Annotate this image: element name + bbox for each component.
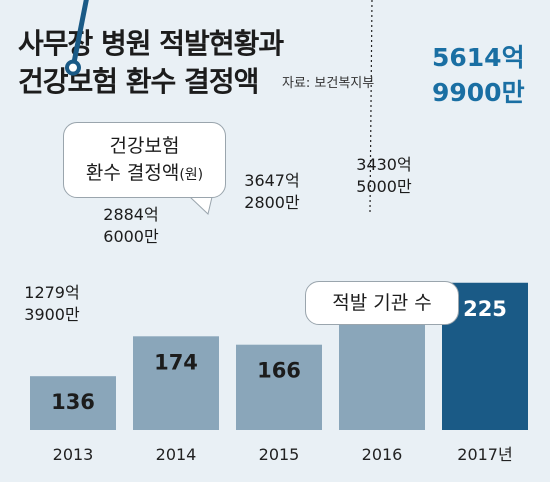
line-value-label: 3900만: [24, 305, 80, 324]
callout-pointer: [188, 196, 213, 215]
x-tick-label: 2017년: [457, 445, 512, 464]
line-series-name: 건강보험: [109, 135, 180, 157]
bar-value-label: 174: [154, 350, 198, 374]
line-value-label: 1279억: [24, 283, 79, 302]
bar-2015: [236, 344, 322, 430]
bar-value-label: 225: [463, 297, 507, 321]
chart-title-line-1: 사무장 병원 적발현황과: [18, 27, 284, 60]
line-series-unit: (원): [179, 167, 204, 183]
x-tick-label: 2014: [156, 445, 197, 464]
latest-value-line-1: 5614억: [432, 43, 525, 72]
source-note: 자료: 보건복지부: [282, 76, 375, 91]
line-value-label: 3647억: [244, 171, 299, 190]
bar-value-label: 136: [51, 390, 95, 414]
line-series: [70, 0, 89, 69]
line-value-label: 6000만: [103, 227, 159, 246]
bar-2014: [133, 336, 219, 430]
line-series-name-2: 환수 결정액(원): [85, 162, 204, 184]
latest-value-label: 5614억 9900만: [432, 40, 525, 110]
chart-title-line-2: 건강보험 환수 결정액: [18, 65, 259, 98]
x-tick-label: 2016: [362, 445, 403, 464]
line-point: [65, 59, 81, 76]
x-tick-label: 2015: [259, 445, 300, 464]
line-series-callout: 건강보험 환수 결정액(원): [63, 122, 226, 198]
line-value-label: 2884억: [103, 205, 158, 224]
bar-value-label: 166: [257, 359, 301, 383]
line-value-label: 3430억: [356, 155, 411, 174]
bar-2013: [30, 376, 116, 430]
latest-value-line-2: 9900만: [432, 78, 525, 107]
bar-series-callout: 적발 기관 수: [305, 281, 459, 325]
line-value-label: 5000만: [356, 177, 412, 196]
line-value-label: 2800만: [244, 193, 300, 212]
x-tick-label: 2013: [53, 445, 94, 464]
